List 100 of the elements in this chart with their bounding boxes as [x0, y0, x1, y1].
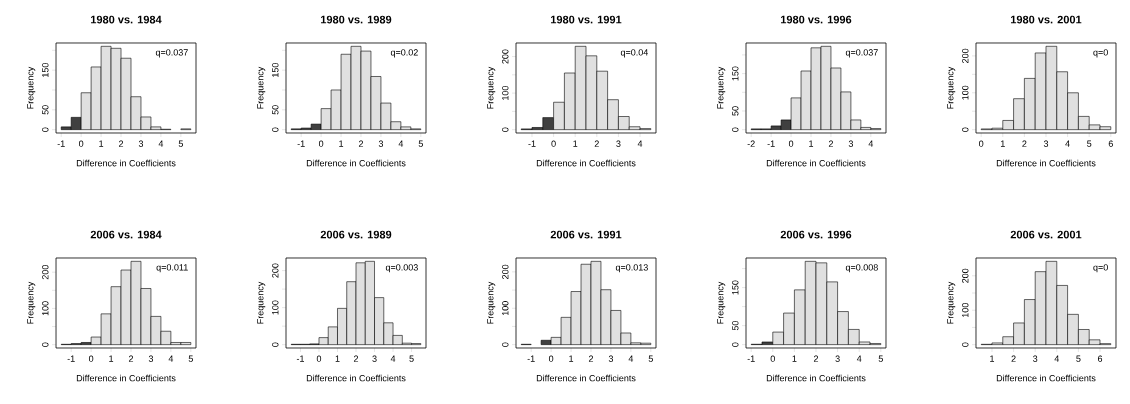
x-tick-label: 3 [1043, 140, 1049, 147]
y-tick-label: 100 [42, 301, 49, 316]
annotation: q=0.037 [155, 49, 188, 58]
y-tick-label: 0 [272, 127, 279, 132]
y-tick-label: 50 [42, 105, 49, 115]
x-tick-label: 5 [1087, 140, 1092, 147]
x-tick-label: -1 [747, 355, 755, 362]
x-axis-title: Difference in Coefficients [996, 159, 1096, 167]
y-axis-title: Frequency [27, 281, 36, 324]
x-tick-label: 5 [409, 355, 414, 362]
x-tick-label: 1 [809, 140, 814, 147]
y-tick-label: 0 [502, 127, 509, 132]
y-axis-title: Frequency [257, 281, 266, 324]
x-tick-label: 3 [378, 140, 384, 147]
x-tick-label: 0 [979, 140, 984, 147]
y-tick-label: 0 [962, 342, 969, 347]
chart-title: 1980 vs. 2001 [1011, 15, 1082, 24]
y-tick-label: 200 [272, 263, 279, 278]
chart-title: 1980 vs. 1984 [91, 15, 162, 24]
x-tick-label: 0 [770, 355, 775, 362]
y-tick-label: 200 [502, 264, 509, 279]
x-axis-title: Difference in Coefficients [996, 374, 1096, 382]
y-tick-label: 100 [272, 300, 279, 315]
x-tick-label: 3 [148, 355, 154, 362]
x-tick-label: 1 [109, 355, 114, 362]
x-tick-label: 4 [168, 355, 174, 362]
x-tick-label: -1 [527, 355, 535, 362]
x-tick-label: 0 [551, 140, 556, 147]
x-tick-label: -1 [296, 355, 305, 362]
x-tick-label: 6 [1108, 140, 1113, 147]
x-tick-label: 5 [188, 355, 193, 362]
y-axis-title: Frequency [717, 66, 726, 109]
chart-title: 2006 vs. 2001 [1010, 230, 1082, 239]
annotation: q=0.04 [620, 49, 648, 58]
x-tick-label: 3 [138, 140, 144, 147]
x-tick-label: 3 [1033, 355, 1038, 362]
y-tick-label: 50 [732, 106, 739, 116]
x-tick-label: 2 [828, 140, 833, 147]
chart-title: 2006 vs. 1991 [550, 230, 622, 239]
x-tick-label: 1 [1000, 140, 1005, 147]
y-tick-label: 0 [502, 342, 509, 347]
x-tick-label: 4 [390, 355, 396, 362]
x-tick-label: 4 [868, 140, 874, 147]
x-tick-label: 0 [788, 140, 794, 147]
y-axis-title: Frequency [487, 281, 496, 324]
annotation: q=0.037 [845, 49, 878, 58]
x-axis-title: Difference in Coefficients [536, 374, 636, 382]
x-tick-label: 4 [637, 140, 643, 147]
chart-title: 2006 vs. 1996 [780, 230, 852, 239]
x-tick-label: 1 [339, 140, 344, 147]
x-tick-label: 2 [353, 355, 359, 362]
x-tick-label: 4 [1054, 355, 1060, 362]
y-tick-label: 100 [962, 303, 969, 318]
x-tick-label: 1 [335, 355, 340, 362]
y-tick-label: 100 [962, 85, 969, 100]
x-tick-label: 4 [856, 355, 862, 362]
x-tick-label: 1 [569, 355, 574, 362]
y-tick-label: 150 [272, 62, 279, 77]
y-tick-label: 200 [962, 48, 969, 63]
x-tick-label: 3 [372, 355, 377, 362]
x-tick-label: 3 [848, 140, 854, 147]
y-axis-title: Frequency [27, 66, 36, 109]
y-tick-label: 100 [502, 301, 509, 316]
y-axis-title: Frequency [487, 66, 496, 109]
x-tick-label: 1 [573, 140, 578, 147]
x-tick-label: 4 [628, 355, 634, 362]
x-tick-label: 2 [358, 140, 364, 147]
y-tick-label: 50 [732, 320, 739, 331]
y-tick-label: 0 [42, 127, 49, 132]
chart-title: 1980 vs. 1989 [321, 15, 392, 24]
x-tick-label: 1 [792, 355, 797, 362]
x-tick-label: 2 [118, 140, 124, 147]
y-axis-title: Frequency [257, 66, 266, 109]
x-tick-label: -1 [57, 140, 65, 147]
x-tick-label: 4 [158, 140, 164, 147]
x-axis-title: Difference in Coefficients [536, 159, 636, 167]
x-tick-label: 0 [78, 140, 84, 147]
y-axis-title: Frequency [947, 66, 956, 109]
x-tick-label: -2 [747, 140, 755, 147]
chart-title: 2006 vs. 1989 [320, 230, 392, 239]
x-tick-label: 6 [1097, 355, 1103, 362]
y-tick-label: 100 [502, 85, 509, 100]
chart-title: 2006 vs. 1984 [90, 230, 162, 239]
x-tick-label: 0 [316, 355, 322, 362]
x-tick-label: 5 [1076, 355, 1081, 362]
annotation: q=0.003 [385, 264, 418, 273]
y-tick-label: 200 [962, 268, 969, 283]
x-tick-label: 2 [1022, 140, 1027, 147]
x-tick-label: -1 [67, 355, 75, 362]
chart-title: 1980 vs. 1991 [551, 15, 622, 24]
x-tick-label: 4 [1065, 140, 1070, 147]
x-tick-label: 0 [88, 355, 94, 362]
x-tick-label: 3 [616, 140, 621, 147]
y-tick-label: 0 [732, 342, 739, 347]
x-tick-label: 3 [608, 355, 614, 362]
x-tick-label: 1 [990, 355, 995, 362]
x-tick-label: 2 [1011, 355, 1016, 362]
x-tick-label: 2 [594, 140, 599, 147]
x-axis-title: Difference in Coefficients [76, 374, 176, 382]
y-tick-label: 200 [42, 265, 49, 280]
